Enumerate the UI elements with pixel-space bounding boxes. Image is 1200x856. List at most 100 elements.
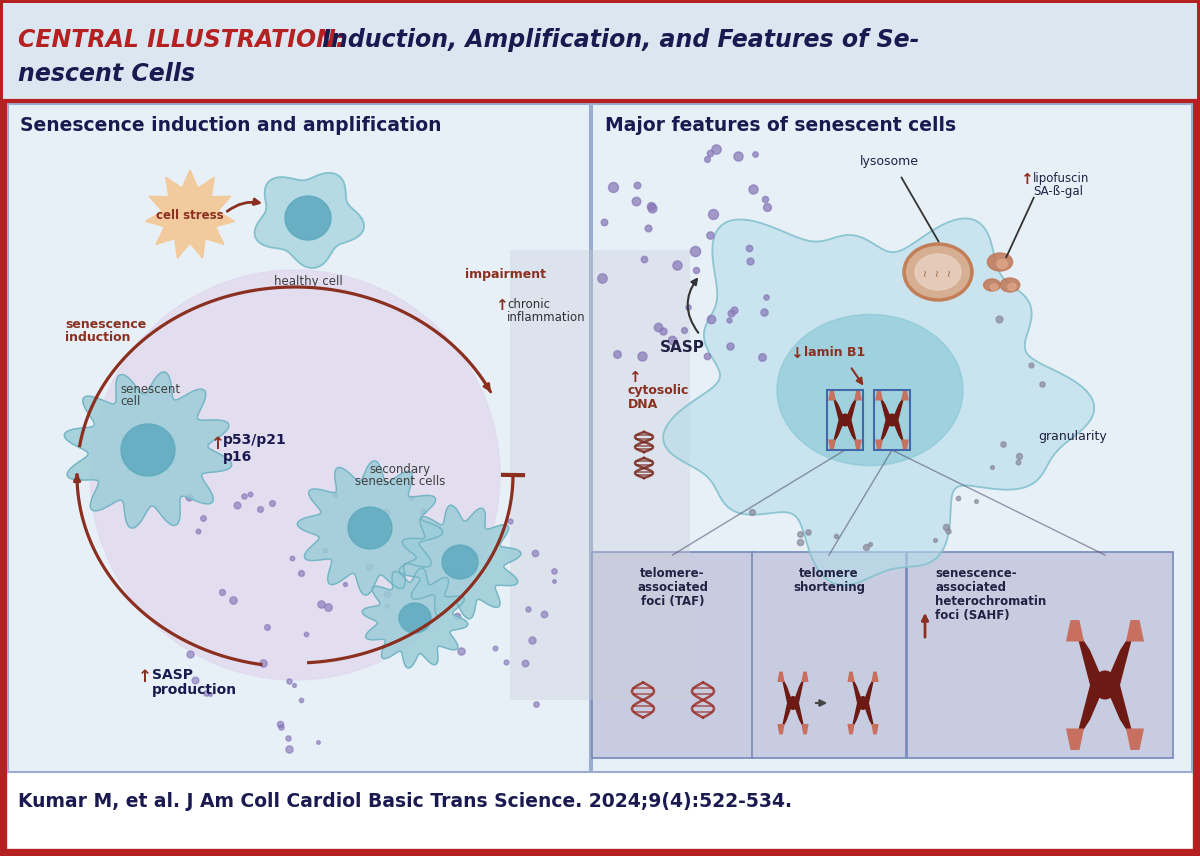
Polygon shape <box>875 439 883 449</box>
Polygon shape <box>664 218 1094 586</box>
Text: ↓: ↓ <box>790 346 803 361</box>
Ellipse shape <box>984 279 1001 291</box>
Polygon shape <box>776 314 964 466</box>
Polygon shape <box>847 724 854 734</box>
Polygon shape <box>878 420 892 446</box>
FancyBboxPatch shape <box>8 104 590 772</box>
Text: ↑: ↑ <box>1020 172 1033 187</box>
Text: cell stress: cell stress <box>156 209 224 222</box>
Text: lipofuscin: lipofuscin <box>1033 172 1090 185</box>
Ellipse shape <box>904 244 972 300</box>
FancyBboxPatch shape <box>2 3 1198 853</box>
Text: lamin B1: lamin B1 <box>804 346 865 359</box>
Text: Induction, Amplification, and Features of Se-: Induction, Amplification, and Features o… <box>314 28 919 52</box>
Text: senescent cells: senescent cells <box>355 475 445 488</box>
Polygon shape <box>778 672 785 682</box>
Polygon shape <box>892 420 905 446</box>
Polygon shape <box>832 394 845 420</box>
Text: telomere: telomere <box>799 567 859 580</box>
Text: cytosolic: cytosolic <box>628 384 689 397</box>
Polygon shape <box>901 391 908 401</box>
Text: ~: ~ <box>934 268 943 276</box>
Polygon shape <box>442 545 478 579</box>
Text: senescence: senescence <box>65 318 146 331</box>
Text: Senescence induction and amplification: Senescence induction and amplification <box>20 116 442 135</box>
Polygon shape <box>1075 685 1105 743</box>
Polygon shape <box>802 724 809 734</box>
Polygon shape <box>145 170 234 259</box>
Text: chronic: chronic <box>508 298 550 311</box>
Bar <box>874 390 910 450</box>
Text: SASP: SASP <box>660 340 704 355</box>
Polygon shape <box>793 675 805 703</box>
Polygon shape <box>298 461 443 595</box>
Text: nescent Cells: nescent Cells <box>18 62 196 86</box>
Text: ~: ~ <box>946 268 955 276</box>
Text: Kumar M, et al. J Am Coll Cardiol Basic Trans Science. 2024;9(4):522-534.: Kumar M, et al. J Am Coll Cardiol Basic … <box>18 792 792 811</box>
Text: telomere-: telomere- <box>641 567 704 580</box>
Text: senescent: senescent <box>120 383 180 396</box>
Polygon shape <box>348 507 392 549</box>
Polygon shape <box>286 196 331 240</box>
Text: SASP: SASP <box>152 668 193 682</box>
Polygon shape <box>845 394 858 420</box>
Text: heterochromatin: heterochromatin <box>935 595 1046 608</box>
Polygon shape <box>121 424 175 476</box>
Text: ↑: ↑ <box>211 435 224 453</box>
Polygon shape <box>1126 620 1144 641</box>
Polygon shape <box>832 420 845 446</box>
Polygon shape <box>400 505 521 619</box>
Text: ↑: ↑ <box>496 298 508 313</box>
Polygon shape <box>847 672 854 682</box>
Text: Major features of senescent cells: Major features of senescent cells <box>605 116 956 135</box>
Text: granularity: granularity <box>1038 430 1106 443</box>
Text: induction: induction <box>65 331 131 344</box>
Ellipse shape <box>916 254 961 290</box>
Text: associated: associated <box>935 581 1006 594</box>
Bar <box>827 390 863 450</box>
Text: lysosome: lysosome <box>860 155 919 168</box>
Polygon shape <box>781 703 793 731</box>
Text: ~: ~ <box>922 268 931 276</box>
Polygon shape <box>863 675 875 703</box>
Polygon shape <box>1105 627 1135 685</box>
Text: foci (SAHF): foci (SAHF) <box>935 609 1009 622</box>
Text: foci (TAF): foci (TAF) <box>641 595 704 608</box>
Text: production: production <box>152 683 238 697</box>
Text: secondary: secondary <box>370 463 431 476</box>
Text: senescence-: senescence- <box>935 567 1016 580</box>
Polygon shape <box>1066 620 1084 641</box>
Polygon shape <box>1066 728 1084 750</box>
Polygon shape <box>781 675 793 703</box>
Text: healthy cell: healthy cell <box>274 275 342 288</box>
Ellipse shape <box>858 696 868 710</box>
Polygon shape <box>851 703 863 731</box>
Polygon shape <box>400 603 431 633</box>
Text: CENTRAL ILLUSTRATION:: CENTRAL ILLUSTRATION: <box>18 28 346 52</box>
Ellipse shape <box>887 413 898 426</box>
Polygon shape <box>828 439 836 449</box>
Polygon shape <box>851 675 863 703</box>
Text: ↑: ↑ <box>628 370 641 385</box>
FancyBboxPatch shape <box>907 552 1174 758</box>
Polygon shape <box>845 420 858 446</box>
Polygon shape <box>871 672 878 682</box>
Polygon shape <box>1126 728 1144 750</box>
Polygon shape <box>254 173 364 268</box>
FancyBboxPatch shape <box>2 3 1198 101</box>
Ellipse shape <box>997 259 1008 269</box>
Polygon shape <box>854 391 862 401</box>
Ellipse shape <box>1001 278 1020 292</box>
Text: inflammation: inflammation <box>508 311 586 324</box>
Polygon shape <box>793 703 805 731</box>
Polygon shape <box>863 703 875 731</box>
Ellipse shape <box>840 413 851 426</box>
Text: SA-ß-gal: SA-ß-gal <box>1033 185 1084 198</box>
Polygon shape <box>892 394 905 420</box>
Polygon shape <box>901 439 908 449</box>
Ellipse shape <box>788 696 798 710</box>
Polygon shape <box>1105 685 1135 743</box>
Polygon shape <box>65 372 232 528</box>
Polygon shape <box>362 568 468 668</box>
Text: p16: p16 <box>223 450 252 464</box>
